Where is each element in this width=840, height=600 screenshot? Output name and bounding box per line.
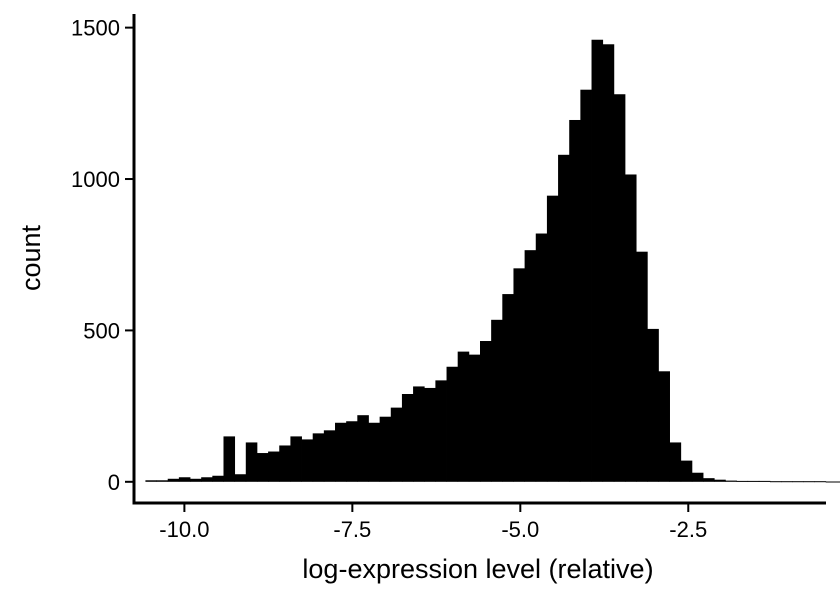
histogram-bar <box>446 366 459 482</box>
histogram-bar <box>190 478 202 482</box>
histogram-bar <box>814 481 827 483</box>
histogram-bar <box>714 479 726 482</box>
histogram-bar <box>401 394 414 482</box>
histogram-bar <box>558 154 570 482</box>
histogram-bar <box>167 478 180 482</box>
histogram-bar <box>223 436 236 482</box>
histogram-bar <box>535 233 548 482</box>
histogram-bar <box>335 422 347 482</box>
histogram-bar <box>212 475 224 482</box>
histogram-bar <box>256 453 269 482</box>
histogram-bar <box>368 422 381 482</box>
x-axis-ticks: -10.0 -7.5 -5.0 -2.5 <box>159 503 707 542</box>
histogram-bar <box>457 351 470 482</box>
histogram-bar <box>669 442 682 482</box>
histogram-bar <box>435 380 447 482</box>
histogram-bar <box>825 481 838 483</box>
y-tick-label: 1500 <box>71 16 120 41</box>
histogram-bar <box>390 407 403 482</box>
histogram-bar <box>703 478 715 482</box>
histogram-bars <box>145 39 840 483</box>
histogram-bar <box>290 436 302 482</box>
histogram-bar <box>591 39 604 482</box>
histogram-bar <box>747 480 760 482</box>
histogram-bar <box>145 480 157 482</box>
y-tick-label: 1000 <box>71 167 120 192</box>
histogram-bar <box>647 328 659 482</box>
histogram-bar <box>379 416 392 482</box>
x-axis-title: log-expression level (relative) <box>302 554 653 584</box>
histogram-bar <box>312 433 325 482</box>
histogram-bar <box>468 354 481 482</box>
x-tick-label: -5.0 <box>501 517 539 542</box>
histogram-bar <box>156 480 169 482</box>
histogram-bar <box>346 421 358 482</box>
histogram-bar <box>613 94 626 482</box>
y-tick-label: 500 <box>83 318 120 343</box>
histogram-bar <box>569 119 581 482</box>
histogram-bar <box>234 474 247 482</box>
x-tick-label: -2.5 <box>669 517 707 542</box>
histogram-bar <box>803 481 815 483</box>
histogram-bar <box>301 439 314 482</box>
y-tick-label: 0 <box>108 470 120 495</box>
x-tick-label: -7.5 <box>333 517 371 542</box>
histogram-bar <box>502 294 514 482</box>
histogram-bar <box>636 251 648 482</box>
histogram-bar <box>524 250 537 482</box>
histogram-bar <box>491 319 503 482</box>
histogram-bar <box>781 481 793 483</box>
histogram-bar <box>725 480 737 482</box>
histogram-bar <box>758 480 771 482</box>
histogram-bar <box>836 481 840 483</box>
histogram-bar <box>580 89 592 482</box>
histogram-bar <box>480 341 492 482</box>
histogram-bar <box>424 387 436 482</box>
histogram-bar <box>245 442 258 482</box>
histogram-bar <box>279 445 291 482</box>
y-axis-ticks: 0 500 1000 1500 <box>71 16 134 495</box>
histogram-bar <box>769 481 782 483</box>
histogram-bar <box>513 268 526 482</box>
histogram-bar <box>658 371 670 482</box>
histogram-bar <box>546 195 559 482</box>
histogram-bar <box>691 472 704 482</box>
histogram-bar <box>792 481 804 483</box>
histogram-bar <box>624 174 637 482</box>
histogram-bar <box>201 477 213 482</box>
histogram-bar <box>736 480 749 482</box>
histogram-bar <box>178 477 191 482</box>
y-axis-title: count <box>16 224 46 291</box>
histogram-bar <box>323 430 336 482</box>
histogram-bar <box>268 451 280 482</box>
histogram-bar <box>602 44 615 482</box>
histogram-bar <box>680 460 693 482</box>
x-tick-label: -10.0 <box>159 517 209 542</box>
histogram-bar <box>357 415 369 482</box>
histogram-bar <box>413 386 425 482</box>
